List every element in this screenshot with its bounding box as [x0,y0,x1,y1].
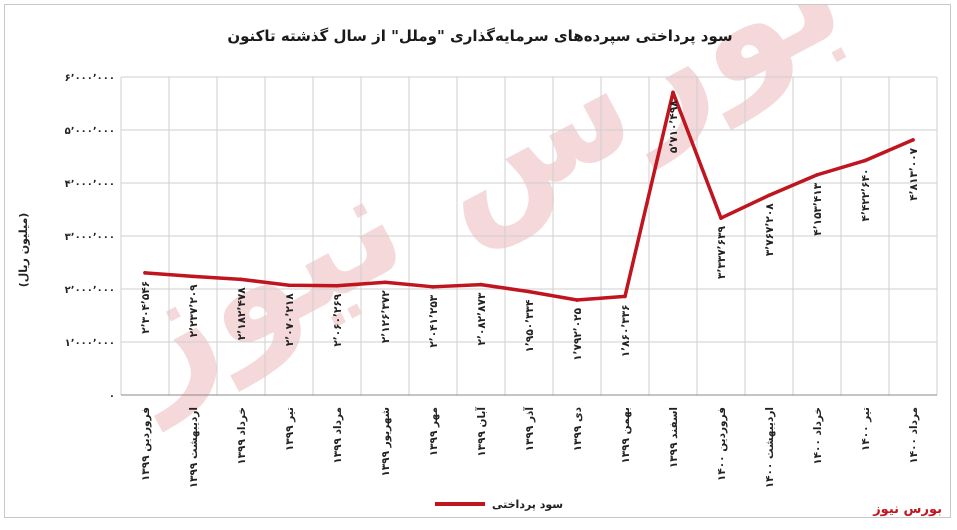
data-point [815,173,819,177]
x-tick-label: مهر ۱۳۹۹ [428,407,440,456]
legend: سود پرداختی [435,498,563,511]
watermark: بورس نیوز [80,5,869,433]
data-label: ۴٬۴۲۲٬۶۴۰ [860,169,872,222]
data-label: ۲٬۰۴۱٬۲۵۳ [428,294,440,347]
x-tick-label: دی ۱۳۹۹ [572,406,584,451]
legend-label: سود پرداختی [492,498,563,511]
data-label: ۱٬۹۵۰٬۳۳۴ [524,299,536,352]
data-label: ۲٬۰۸۲٬۸۷۳ [476,292,488,345]
data-point [623,294,627,299]
y-axis-label: (میلیون ریال) [17,213,30,288]
y-tick-label: ۵٬۰۰۰٬۰۰۰ [65,126,115,137]
data-point [239,277,243,282]
data-label: ۲٬۰۷۰٬۲۱۸ [284,293,296,346]
data-label: ۲٬۱۸۲٬۴۷۸ [236,287,248,340]
grid [120,76,938,396]
x-tick-label: خرداد ۱۴۰۰ [812,407,824,465]
data-label: ۱٬۸۶۰٬۳۳۶ [620,304,632,357]
data-point [863,158,867,163]
data-label: ۴٬۸۱۳٬۰۰۷ [908,147,920,200]
data-point [575,298,579,302]
data-label: ۱٬۷۹۲٬۰۲۵ [572,307,584,360]
data-point [671,90,675,95]
data-point [431,285,435,289]
y-tick-label: ۴٬۰۰۰٬۰۰۰ [65,179,115,190]
x-tick-label: تیر ۱۳۹۹ [284,407,296,451]
data-point [479,282,483,287]
y-tick-label: ۶٬۰۰۰٬۰۰۰ [65,73,115,84]
data-label: ۳٬۷۶۷٬۲۰۸ [764,203,776,256]
data-point [719,216,723,220]
watermark-text: بورس نیوز [80,5,869,433]
x-tick-label: شهریور ۱۳۹۹ [380,407,392,477]
data-labels: ۲٬۳۰۴٬۵۴۶ ۲٬۲۳۷٬۲۰۹ ۲٬۱۸۲٬۴۷۸ ۲٬۰۷۰٬۲۱۸ ۲٬۰۶… [140,100,920,361]
x-tick-label: آبان ۱۳۹۹ [475,407,488,457]
y-axis: ۰ ۱٬۰۰۰٬۰۰۰ ۲٬۰۰۰٬۰۰۰ ۳٬۰۰۰٬۰۰۰ ۴٬۰۰۰٬۰۰۰ ۵٬۰… [65,73,115,402]
y-tick-label: ۳٬۰۰۰٬۰۰۰ [65,232,115,243]
data-label: ۲٬۰۶۰٬۲۶۹ [332,293,344,346]
data-point [143,271,147,275]
data-label: ۵٬۷۱۰٬۴۹۸ [668,100,680,153]
x-tick-label: اردیبهشت ۱۴۰۰ [764,407,776,488]
data-point [767,193,771,198]
x-axis: فروردین ۱۳۹۹ اردیبهشت ۱۳۹۹ خرداد ۱۳۹۹ تیر ۱… [140,406,920,488]
data-label: ۲٬۲۳۷٬۲۰۹ [188,284,200,337]
x-tick-label: مرداد ۱۴۰۰ [908,407,920,464]
x-tick-label: فروردین ۱۳۹۹ [140,407,152,481]
x-tick-label: مرداد ۱۳۹۹ [332,407,344,464]
data-point [287,283,291,288]
y-tick-label: ۲٬۰۰۰٬۰۰۰ [65,285,115,296]
chart-title: سود پرداختی سپرده‌های سرمایه‌گذاری "وملل… [227,27,732,46]
x-tick-label: اسفند ۱۳۹۹ [668,407,680,468]
data-point [527,289,531,294]
data-label: ۲٬۳۰۴٬۵۴۶ [140,281,152,334]
x-tick-label: اردیبهشت ۱۳۹۹ [188,407,200,488]
y-tick-label: ۰ [109,391,115,402]
data-label: ۲٬۱۲۶٬۳۷۲ [380,290,392,343]
chart-frame: بورس نیوز سود پرداختی سپرده‌های سرمایه‌گ… [4,4,951,518]
y-tick-label: ۱٬۰۰۰٬۰۰۰ [65,338,115,349]
data-label: ۴٬۱۵۳٬۴۱۳ [812,182,824,235]
x-tick-label: آذر ۱۳۹۹ [523,407,536,452]
data-point [335,284,339,288]
brand-logo-text: بورس نیوز [873,502,942,517]
data-point [383,280,387,285]
line-chart: بورس نیوز سود پرداختی سپرده‌های سرمایه‌گ… [17,5,938,511]
x-tick-label: خرداد ۱۳۹۹ [236,407,248,465]
x-tick-label: تیر ۱۴۰۰ [860,407,872,451]
series-layer [143,90,915,302]
data-point [911,138,915,142]
x-tick-label: فروردین ۱۴۰۰ [716,407,728,481]
x-tick-label: بهمن ۱۳۹۹ [620,407,632,464]
data-label: ۳٬۳۳۷٬۶۳۹ [716,226,728,279]
data-point [191,274,195,279]
